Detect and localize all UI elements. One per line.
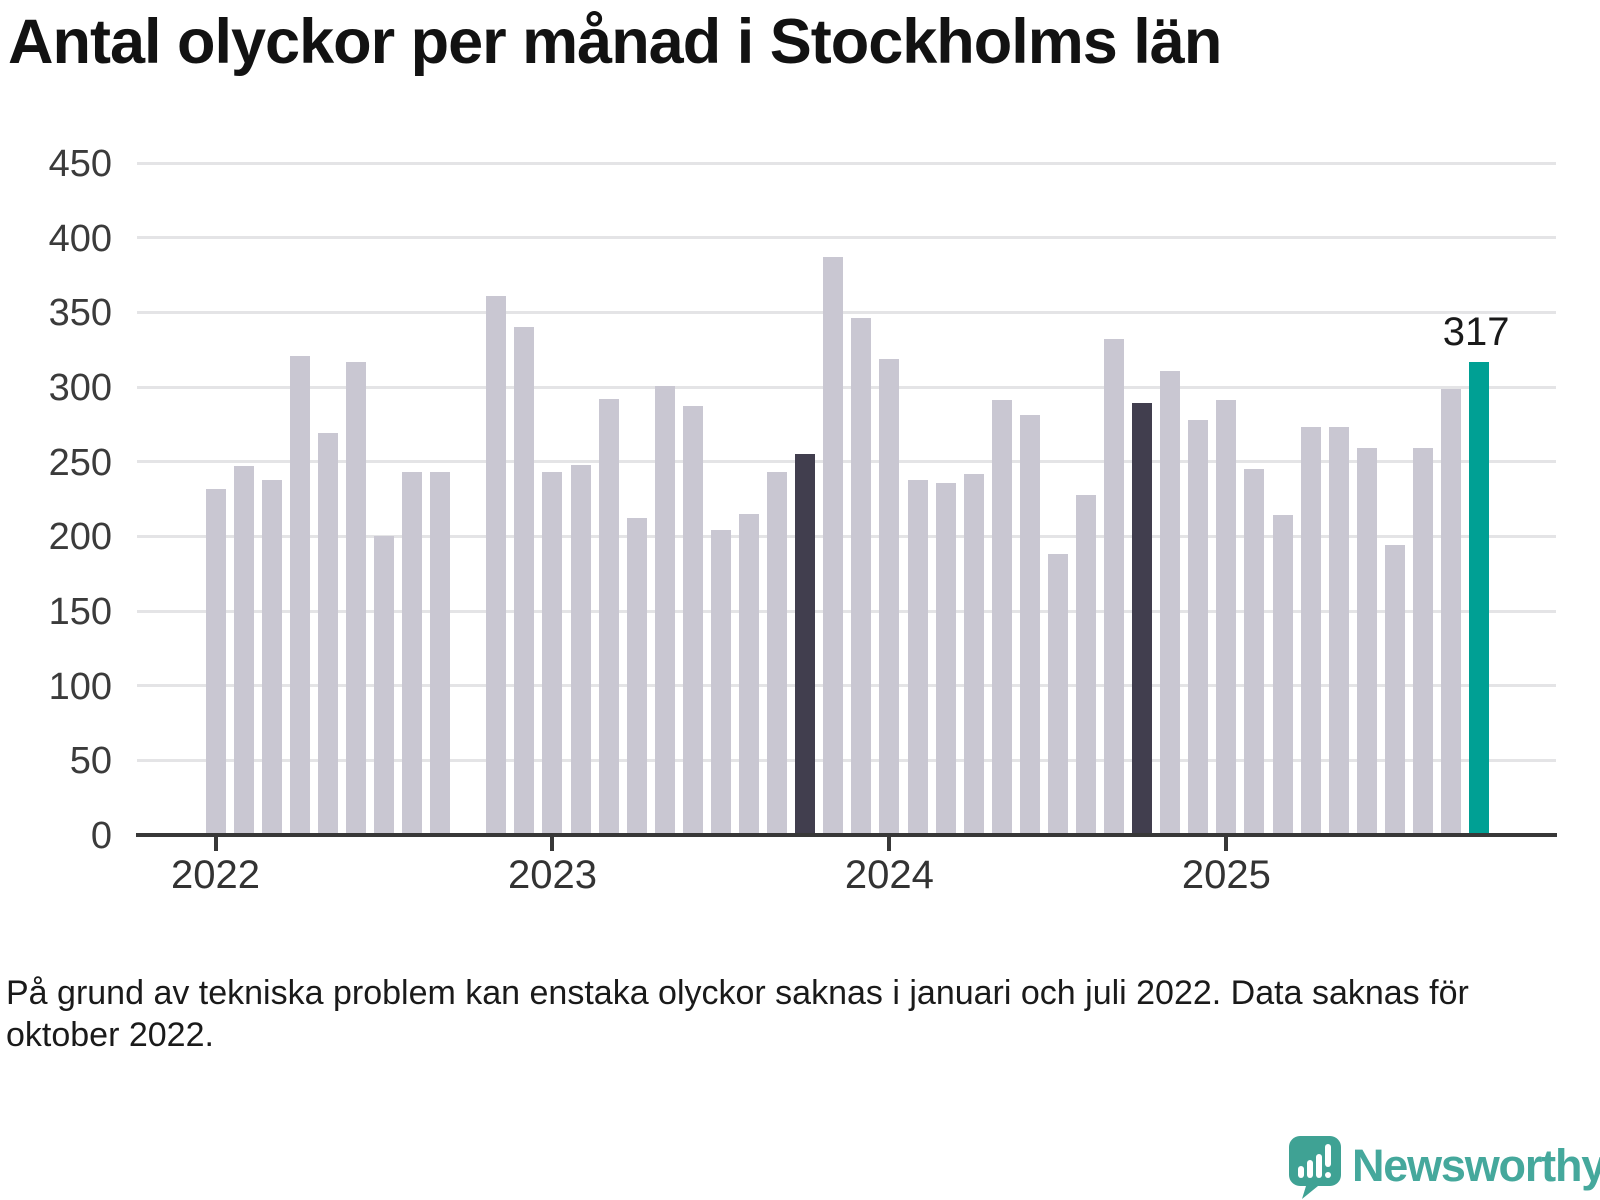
gridline-50 [137,758,1556,762]
bar [767,472,788,835]
bar [739,513,760,835]
bar [373,536,394,835]
bar [1019,415,1040,835]
bar [963,473,984,835]
bar [430,472,451,835]
x-axis-tick-2025 [1224,837,1229,851]
x-axis-tick-2022 [213,837,218,851]
bar [1328,427,1349,835]
bar [542,472,563,835]
bar [1075,494,1096,835]
bar [1300,427,1321,835]
bar-dark [795,454,816,835]
x-axis-label-2022: 2022 [171,853,260,897]
y-axis-label-100: 100 [48,665,112,708]
y-axis-label-200: 200 [48,516,112,559]
bar [710,530,731,835]
x-axis-line [136,833,1557,837]
y-axis-label-150: 150 [48,591,112,633]
bar [514,327,535,835]
bar [682,406,703,835]
bar [935,482,956,835]
bar [823,257,844,835]
bar [1412,448,1433,835]
bar [1188,419,1209,835]
x-axis-label-2023: 2023 [507,853,597,897]
bar [907,479,928,835]
bar [1104,339,1125,835]
bar [1244,469,1265,835]
gridline-450 [137,161,1556,165]
y-axis-label-350: 350 [48,292,112,335]
bar [261,479,282,835]
bar [233,466,254,835]
bar-dark [1132,403,1153,835]
bar [1441,388,1462,835]
x-axis-label-2024: 2024 [844,853,934,897]
chart-title: Antal olyckor per månad i Stockholms län [8,7,1222,77]
footnote-line-2: oktober 2022. [6,1016,214,1054]
y-axis-label-250: 250 [48,441,112,484]
gridline-400 [137,236,1556,240]
bar [289,355,310,835]
gridline-200 [137,534,1556,538]
gridline-300 [137,385,1556,389]
bar [598,398,619,835]
gridline-100 [137,684,1556,688]
bar [654,385,675,835]
bar [1160,370,1181,835]
bar-highlight [1469,361,1490,835]
y-axis-label-300: 300 [48,367,112,409]
bar [317,433,338,835]
bar [205,488,226,835]
bar [402,472,423,835]
gridline-250 [137,460,1556,464]
footnote: På grund av tekniska problem kan enstaka… [6,972,1566,1056]
bar [1356,448,1377,835]
gridline-350 [137,310,1556,314]
newsworthy-logo: Newsworthy [1286,1134,1600,1200]
y-axis-label-0: 0 [90,815,112,857]
bar-value-label: 317 [1442,309,1510,354]
footnote-line-1: På grund av tekniska problem kan enstaka… [6,974,1469,1012]
bar [486,295,507,835]
gridline-150 [137,609,1556,613]
bar [570,464,591,835]
x-axis-tick-2023 [550,837,555,851]
bar [1272,515,1293,835]
y-axis-label-400: 400 [48,217,112,260]
bar [345,361,366,835]
newsworthy-logo-icon [1289,1136,1341,1199]
x-axis-tick-2024 [887,837,892,851]
bar [1047,554,1068,835]
x-axis-label-2025: 2025 [1181,853,1271,897]
bar [1384,545,1405,835]
bar [851,318,872,835]
bar [991,400,1012,835]
y-axis-label-50: 50 [69,740,112,783]
bar [879,358,900,835]
newsworthy-wordmark: Newsworthy [1352,1140,1600,1191]
bar [1216,400,1237,835]
y-axis-label-450: 450 [48,143,112,185]
bar [626,518,647,835]
